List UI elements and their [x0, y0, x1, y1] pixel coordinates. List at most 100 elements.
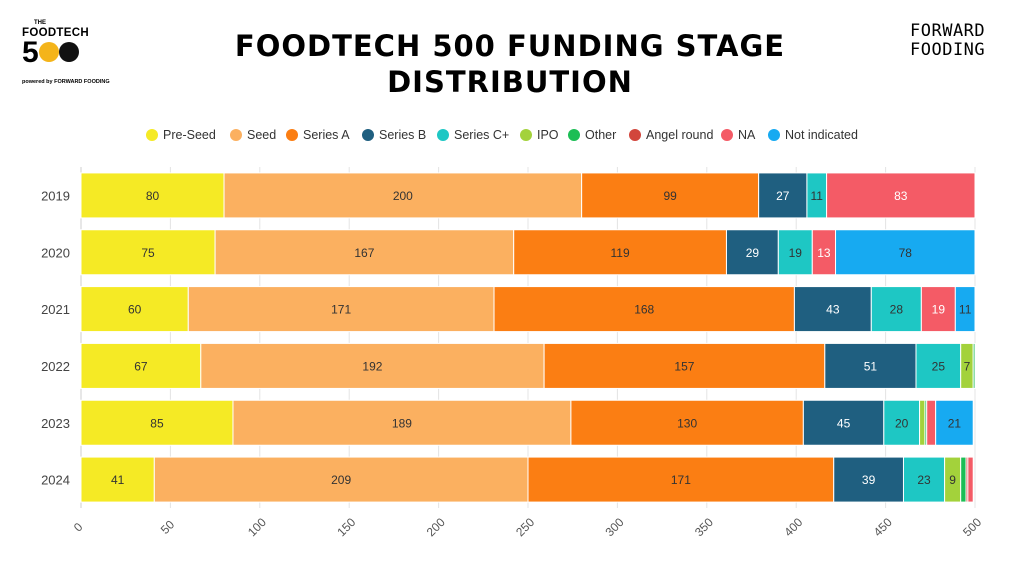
legend-item-na[interactable]: NA — [721, 128, 755, 142]
x-tick-label: 50 — [158, 517, 178, 537]
legend-label: Seed — [247, 128, 277, 142]
legend-swatch — [568, 129, 580, 141]
data-label: 209 — [331, 473, 351, 487]
forward-fooding-logo: FORWARD FOODING — [910, 22, 1010, 62]
legend-item-series-a[interactable]: Series A — [286, 128, 350, 142]
data-label: 51 — [864, 359, 878, 373]
data-label: 157 — [674, 359, 694, 373]
data-label: 75 — [141, 246, 155, 260]
data-label: 67 — [134, 359, 148, 373]
data-label: 171 — [331, 303, 351, 317]
legend-item-not-indicated[interactable]: Not indicated — [768, 128, 858, 142]
bar-segment — [967, 456, 974, 503]
bar-segment — [200, 342, 545, 389]
data-label: 43 — [826, 303, 840, 317]
x-tick-label: 350 — [692, 515, 716, 539]
x-tick-label: 150 — [334, 515, 358, 539]
data-label: 25 — [932, 359, 946, 373]
bar-segment — [824, 342, 917, 389]
legend-item-pre-seed[interactable]: Pre-Seed — [146, 128, 216, 142]
bar-segment — [870, 286, 922, 333]
data-label: 9 — [949, 473, 956, 487]
legend-label: Series B — [379, 128, 427, 142]
bar-segment — [758, 172, 808, 219]
legend-swatch — [230, 129, 242, 141]
data-label: 60 — [128, 303, 142, 317]
legend-item-ipo[interactable]: IPO — [520, 128, 559, 142]
category-label: 2021 — [41, 302, 70, 317]
bar-segment — [570, 399, 804, 446]
bar-segment — [80, 399, 234, 446]
legend-swatch — [520, 129, 532, 141]
x-tick-label: 450 — [871, 515, 895, 539]
data-label: 21 — [948, 416, 962, 430]
logo-dots-icon — [39, 42, 79, 67]
bar-segment — [915, 342, 962, 389]
bar-segment — [777, 229, 813, 276]
legend-item-series-b[interactable]: Series B — [362, 128, 426, 142]
bar-segment — [954, 286, 976, 333]
data-label: 39 — [862, 473, 876, 487]
bar-segment — [232, 399, 572, 446]
data-label: 130 — [677, 416, 697, 430]
x-tick-label: 200 — [424, 515, 448, 539]
bar-segment — [835, 229, 976, 276]
data-label: 189 — [392, 416, 412, 430]
data-label: 200 — [393, 189, 413, 203]
logo-foodtech-text: FOODTECH — [22, 27, 89, 39]
data-label: 45 — [837, 416, 851, 430]
legend-swatch — [629, 129, 641, 141]
data-label: 192 — [362, 359, 382, 373]
data-label: 19 — [789, 246, 803, 260]
foodtech500-logo: THE FOODTECH 500 5 powered by FORWARD FO… — [22, 18, 110, 88]
legend-label: Pre-Seed — [163, 128, 216, 142]
bar-segment — [214, 229, 515, 276]
bar-segment — [80, 342, 202, 389]
logo-powered-text: powered by FORWARD FOODING — [22, 79, 110, 85]
legend-label: Angel round — [646, 128, 714, 142]
category-label: 2020 — [41, 245, 70, 260]
bar-segment — [919, 399, 926, 446]
bar-segment — [972, 342, 976, 389]
bar-segment — [902, 456, 946, 503]
legend-item-angel-round[interactable]: Angel round — [629, 128, 713, 142]
bar-segment — [543, 342, 826, 389]
category-label: 2022 — [41, 359, 70, 374]
bar-segment — [926, 399, 937, 446]
bar-segment — [883, 399, 921, 446]
legend-label: Series C+ — [454, 128, 510, 142]
x-tick-label: 300 — [603, 515, 627, 539]
data-label: 85 — [150, 416, 164, 430]
data-label: 41 — [111, 473, 125, 487]
data-label: 27 — [776, 189, 790, 203]
data-label: 78 — [899, 246, 913, 260]
legend-swatch — [768, 129, 780, 141]
bar-segment — [935, 399, 974, 446]
bar-segment — [80, 172, 225, 219]
x-tick-label: 500 — [960, 515, 984, 539]
bar-segment — [960, 456, 967, 503]
data-label: 11 — [959, 303, 972, 317]
category-label: 2019 — [41, 188, 70, 203]
data-label: 168 — [634, 303, 654, 317]
legend-item-other[interactable]: Other — [568, 128, 616, 142]
legend-item-seed[interactable]: Seed — [230, 128, 276, 142]
x-tick-label: 250 — [513, 515, 537, 539]
bar-segment — [80, 456, 155, 503]
data-label: 119 — [611, 246, 630, 260]
legend-swatch — [146, 129, 158, 141]
data-label: 19 — [932, 303, 946, 317]
data-label: 29 — [746, 246, 760, 260]
data-label: 99 — [663, 189, 677, 203]
category-label: 2023 — [41, 416, 70, 431]
legend-label: Series A — [303, 128, 350, 142]
x-tick-label: 400 — [781, 515, 805, 539]
data-label: 28 — [890, 303, 904, 317]
data-label: 171 — [671, 473, 691, 487]
data-label: 13 — [817, 246, 831, 260]
bar-segment — [80, 229, 216, 276]
legend-item-series-c-[interactable]: Series C+ — [437, 128, 509, 142]
x-tick-label: 0 — [71, 520, 86, 535]
bar-segment — [493, 286, 795, 333]
